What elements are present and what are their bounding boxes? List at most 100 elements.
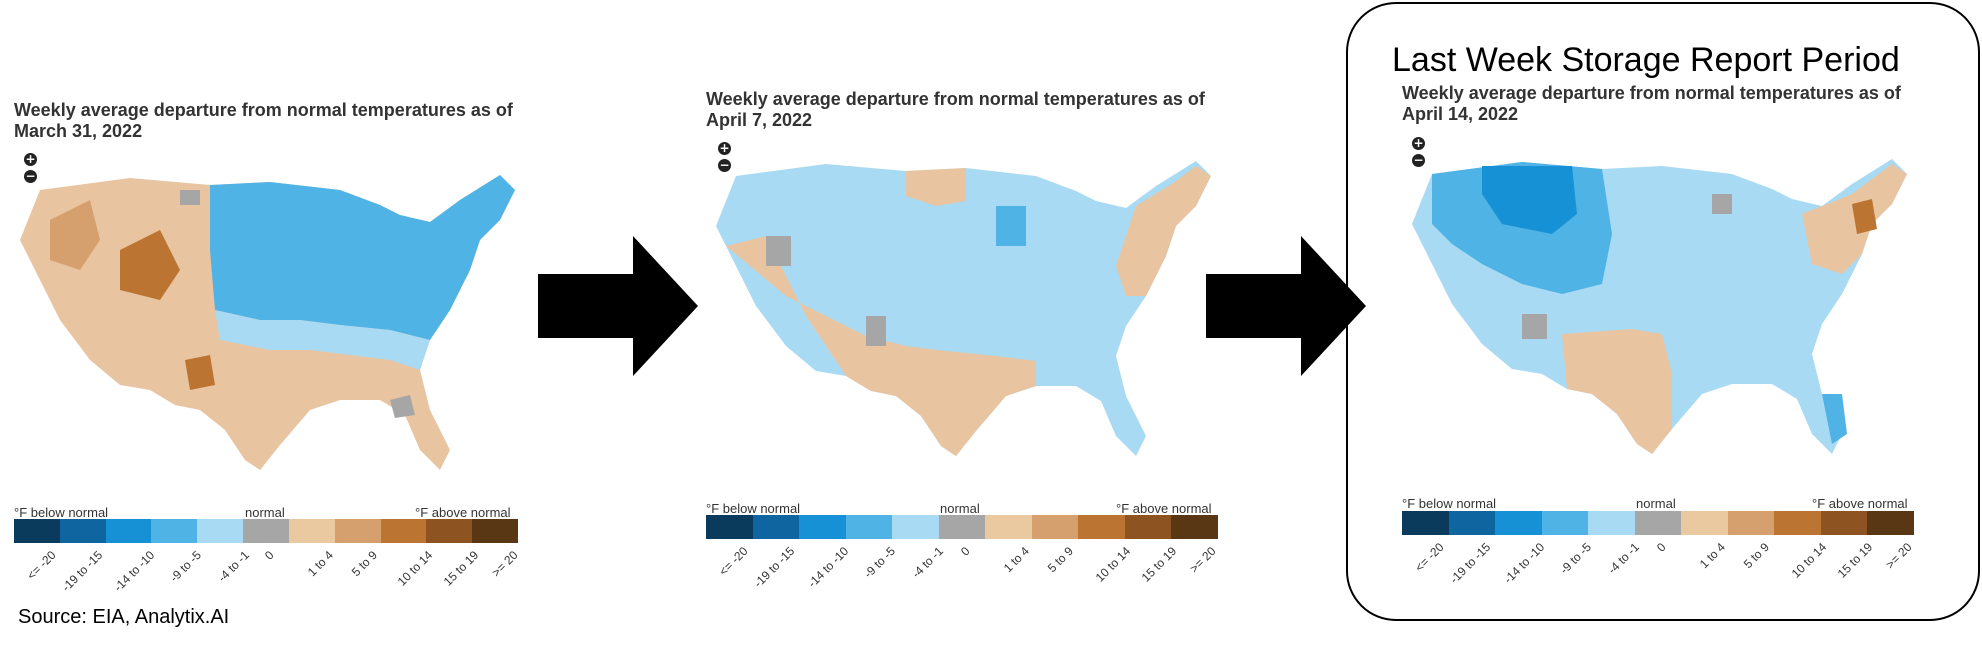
- legend-tick: 15 to 19: [1138, 544, 1180, 585]
- legend-normal-label: normal: [245, 505, 285, 520]
- zoom-in-button[interactable]: +: [1412, 136, 1425, 150]
- legend-above-label: °F above normal: [1812, 496, 1908, 511]
- zoom-out-button[interactable]: −: [1412, 153, 1425, 167]
- zoom-in-button[interactable]: +: [24, 152, 37, 166]
- legend-tick: <= -20: [716, 544, 751, 579]
- cold-region: [210, 175, 515, 340]
- warm-patch-pa: [1852, 199, 1877, 234]
- legend-swatch: [845, 515, 893, 539]
- legend-tick: 0: [957, 544, 973, 559]
- legend-swatch: [1681, 511, 1728, 535]
- cool-patch: [996, 206, 1026, 246]
- legend-swatch: [1171, 515, 1219, 539]
- map-panel-march-31: Weekly average departure from normal tem…: [0, 0, 540, 647]
- legend-tick: -14 to -10: [805, 544, 852, 591]
- legend-swatch: [243, 519, 289, 543]
- legend-tick: -19 to -15: [1447, 540, 1494, 587]
- legend-swatch: [1541, 511, 1589, 535]
- legend-tick-labels: <= -20 -19 to -15 -14 to -10 -9 to -5 -4…: [14, 548, 521, 608]
- warm-region-texas: [1562, 329, 1672, 454]
- legend-tick-labels: <= -20 -19 to -15 -14 to -10 -9 to -5 -4…: [1402, 540, 1914, 600]
- highlight-frame: [1346, 2, 1980, 621]
- legend-swatch: [752, 515, 800, 539]
- zoom-in-button[interactable]: +: [718, 141, 731, 155]
- legend-swatch: [59, 519, 106, 543]
- legend-normal-label: normal: [940, 501, 980, 516]
- legend-above-label: °F above normal: [1116, 501, 1212, 516]
- us-temperature-map: [716, 161, 1211, 456]
- neutral-patch: [766, 236, 791, 266]
- neutral-patch-2: [390, 395, 415, 418]
- map-panel-april-7: Weekly average departure from normal tem…: [694, 0, 1234, 647]
- map-panel-april-14: Weekly average departure from normal tem…: [1390, 0, 1930, 647]
- warm-patch-utah: [120, 230, 180, 300]
- legend-tick: 10 to 14: [394, 548, 436, 589]
- legend-below-label: °F below normal: [1402, 496, 1497, 511]
- warm-patch-nm: [185, 355, 215, 390]
- legend-tick: -19 to -15: [751, 544, 798, 591]
- legend-tick: >= 20: [488, 548, 521, 580]
- legend-tick: -9 to -5: [861, 544, 898, 581]
- map-title: Weekly average departure from normal tem…: [1402, 83, 1901, 124]
- legend-swatch: [426, 519, 473, 543]
- legend-tick: -4 to -1: [1605, 540, 1642, 577]
- legend-swatch: [1727, 511, 1775, 535]
- legend-swatch: [1031, 515, 1079, 539]
- neutral-patch-2: [1712, 194, 1732, 214]
- color-legend: [14, 519, 518, 543]
- legend-swatch: [197, 519, 244, 543]
- legend-tick-labels: <= -20 -19 to -15 -14 to -10 -9 to -5 -4…: [706, 544, 1218, 604]
- legend-tick: 1 to 4: [1696, 540, 1728, 572]
- legend-below-label: °F below normal: [706, 501, 801, 516]
- legend-normal-label: normal: [1636, 496, 1676, 511]
- warm-region-northeast: [1116, 166, 1211, 296]
- legend-swatch: [472, 519, 518, 543]
- legend-swatch: [288, 519, 335, 543]
- arrow-right-icon: [538, 236, 698, 376]
- arrow-right-icon: [1206, 236, 1366, 376]
- legend-swatch: [706, 515, 753, 539]
- legend-tick: 5 to 9: [1740, 540, 1772, 572]
- legend-swatch: [380, 519, 427, 543]
- highlight-title: Last Week Storage Report Period: [1392, 41, 1900, 79]
- legend-tick: 10 to 14: [1788, 540, 1830, 581]
- legend-swatch: [14, 519, 60, 543]
- zoom-out-button[interactable]: −: [718, 158, 731, 172]
- legend-swatch: [1495, 511, 1542, 535]
- legend-tick: 5 to 9: [1044, 544, 1076, 576]
- legend-above-label: °F above normal: [415, 505, 511, 520]
- cool-patch-florida: [1822, 394, 1847, 444]
- legend-tick: 0: [1653, 540, 1669, 555]
- legend-tick: >= 20: [1882, 540, 1915, 572]
- legend-swatch: [985, 515, 1032, 539]
- legend-swatch: [1402, 511, 1449, 535]
- legend-swatch: [1448, 511, 1496, 535]
- legend-tick: -9 to -5: [1557, 540, 1594, 577]
- legend-tick: <= -20: [1412, 540, 1447, 575]
- cool-region: [215, 310, 430, 370]
- neutral-patch: [1522, 314, 1547, 339]
- color-legend: [1402, 511, 1915, 535]
- neutral-patch-2: [866, 316, 886, 346]
- legend-swatch: [1078, 515, 1125, 539]
- warm-patch-north: [906, 168, 966, 206]
- legend-swatch: [1774, 511, 1821, 535]
- legend-tick: 10 to 14: [1092, 544, 1134, 585]
- us-temperature-map: [1412, 159, 1907, 454]
- warm-patch-west: [50, 200, 100, 270]
- legend-swatch: [892, 515, 939, 539]
- legend-swatch: [1867, 511, 1915, 535]
- legend-swatch: [151, 519, 198, 543]
- legend-swatch: [938, 515, 986, 539]
- legend-tick: -14 to -10: [111, 548, 158, 595]
- legend-tick: 0: [261, 548, 277, 563]
- map-title: Weekly average departure from normal tem…: [706, 89, 1205, 130]
- legend-swatch: [334, 519, 381, 543]
- legend-tick: -4 to -1: [215, 548, 252, 585]
- colder-region-montana: [1482, 166, 1577, 234]
- legend-tick: -14 to -10: [1501, 540, 1548, 587]
- legend-swatch: [1820, 511, 1868, 535]
- neutral-patch: [180, 190, 200, 205]
- color-legend: [706, 515, 1219, 539]
- zoom-out-button[interactable]: −: [24, 169, 37, 183]
